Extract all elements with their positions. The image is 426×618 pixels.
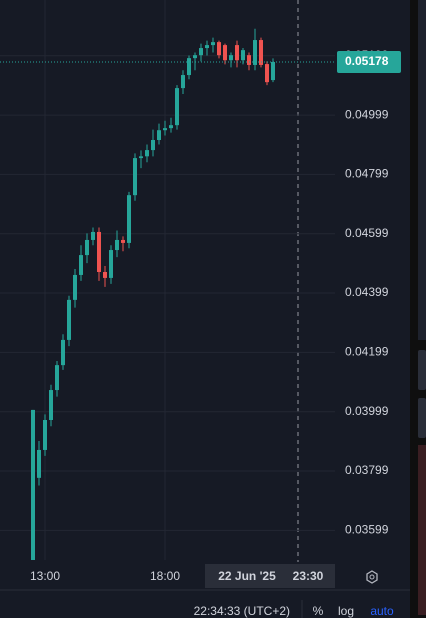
candle-body bbox=[181, 75, 185, 89]
candle-body bbox=[91, 231, 95, 240]
candle-body bbox=[55, 365, 59, 391]
candle-body bbox=[61, 339, 65, 366]
candle-body bbox=[103, 271, 107, 278]
y-tick-label: 0.03599 bbox=[345, 523, 389, 537]
candle-body bbox=[175, 88, 179, 126]
crosshair-time-box bbox=[205, 564, 335, 588]
candle-body bbox=[253, 40, 257, 65]
candle-body bbox=[115, 239, 119, 251]
candle-body bbox=[139, 156, 143, 159]
candle-body bbox=[43, 420, 47, 450]
settings-icon-dot bbox=[369, 574, 375, 580]
candle-body bbox=[241, 50, 245, 61]
side-panel-button[interactable] bbox=[418, 398, 426, 438]
y-tick-label: 0.04799 bbox=[345, 167, 389, 181]
plot: 0.03599 0.03799 0.03999 0.04199 0.04399 0.045… bbox=[0, 0, 401, 583]
candle-body bbox=[265, 64, 269, 83]
candle-body bbox=[223, 45, 227, 61]
candle-body bbox=[193, 55, 197, 59]
candle-body bbox=[85, 239, 89, 256]
candle-body bbox=[79, 255, 83, 275]
candle-body bbox=[235, 45, 239, 61]
candle-body bbox=[31, 409, 35, 560]
candle-body bbox=[217, 42, 221, 56]
candle-body bbox=[151, 140, 155, 151]
candle-body bbox=[67, 299, 71, 340]
candle-body bbox=[163, 128, 167, 131]
auto-toggle[interactable]: auto bbox=[370, 604, 394, 618]
last-price-label: 0.05178 bbox=[345, 54, 389, 68]
candle-body bbox=[211, 42, 215, 46]
crosshair-date: 22 Jun '25 bbox=[218, 569, 276, 583]
y-tick-label: 0.03999 bbox=[345, 404, 389, 418]
candle-body bbox=[133, 158, 137, 196]
candle-body bbox=[121, 239, 125, 243]
candle-body bbox=[271, 61, 275, 81]
side-panel-widget[interactable] bbox=[418, 445, 426, 615]
candle-body bbox=[49, 390, 53, 420]
candle-body bbox=[169, 125, 173, 129]
candle-body bbox=[37, 449, 41, 478]
crosshair-time: 23:30 bbox=[293, 569, 324, 583]
x-tick-label: 13:00 bbox=[30, 569, 60, 583]
candle-body bbox=[187, 58, 191, 76]
candle-body bbox=[157, 130, 161, 140]
clock: 22:34:33 (UTC+2) bbox=[194, 604, 290, 618]
y-tick-label: 0.03799 bbox=[345, 463, 389, 477]
candle-body bbox=[199, 48, 203, 56]
candle-body bbox=[145, 150, 149, 157]
side-panel-button[interactable] bbox=[418, 350, 426, 390]
last-price-box bbox=[337, 50, 401, 73]
percent-toggle[interactable]: % bbox=[313, 604, 324, 618]
candle-body bbox=[247, 55, 251, 65]
candle-body bbox=[97, 231, 101, 272]
log-toggle[interactable]: log bbox=[338, 604, 354, 618]
y-tick-label: 0.04599 bbox=[345, 226, 389, 240]
side-panel-tab[interactable] bbox=[418, 0, 426, 340]
settings-icon[interactable] bbox=[366, 570, 378, 584]
candle-body bbox=[229, 55, 233, 61]
candle-body bbox=[73, 274, 77, 300]
y-tick-label: 0.04999 bbox=[345, 107, 389, 121]
y-tick-label: 0.04199 bbox=[345, 345, 389, 359]
candle-body bbox=[259, 40, 263, 65]
x-tick-label: 18:00 bbox=[150, 569, 180, 583]
candle-body bbox=[127, 195, 131, 243]
candle-body bbox=[205, 45, 209, 49]
y-tick-label: 0.04399 bbox=[345, 285, 389, 299]
candle-body bbox=[109, 250, 113, 278]
